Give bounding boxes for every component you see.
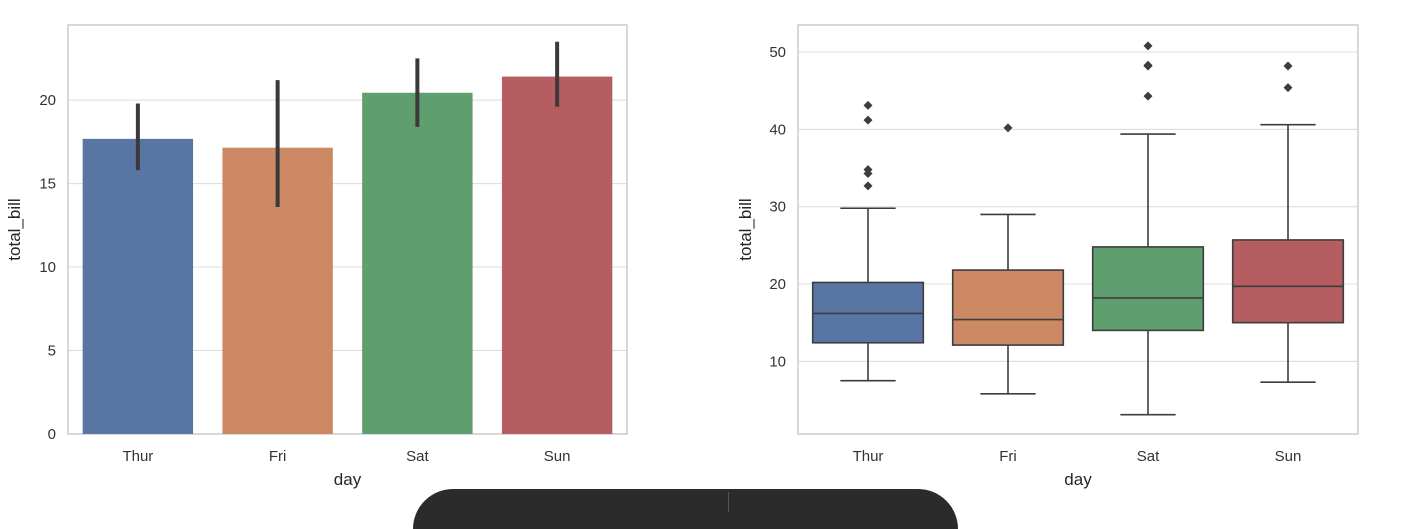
bar-chart: 0 5 10 15 20 Thur Fri Sat Sun day total_bill bbox=[5, 24, 628, 489]
x-axis-title: day bbox=[1064, 470, 1092, 489]
y-axis-title: total_bill bbox=[5, 198, 24, 260]
outlier-point bbox=[1283, 61, 1293, 71]
figure: 0 5 10 15 20 Thur Fri Sat Sun day total_bill 10 20 3… bbox=[5, 24, 1359, 489]
x-tick-label: Thur bbox=[122, 448, 153, 465]
y-tick-label: 20 bbox=[769, 276, 786, 293]
y-axis-title: total_bill bbox=[736, 198, 755, 260]
plot-area bbox=[798, 25, 1358, 434]
x-tick-label: Sat bbox=[1137, 448, 1160, 465]
outlier-point bbox=[863, 165, 873, 175]
outlier-point bbox=[863, 115, 873, 125]
y-tick-label: 15 bbox=[39, 176, 56, 193]
bar bbox=[82, 138, 194, 435]
x-axis-title: day bbox=[334, 470, 362, 489]
overlay-divider bbox=[728, 492, 729, 512]
outlier-point bbox=[863, 100, 873, 110]
y-tick-label: 10 bbox=[769, 353, 786, 370]
plot-frame bbox=[797, 24, 1359, 435]
y-tick-label: 10 bbox=[39, 259, 56, 276]
outlier-point bbox=[1143, 60, 1153, 70]
outlier-point bbox=[1003, 123, 1013, 133]
y-tick-label: 30 bbox=[769, 199, 786, 216]
box bbox=[951, 269, 1065, 346]
outlier-point bbox=[1143, 41, 1153, 51]
bottom-overlay-bar bbox=[413, 489, 958, 529]
bar bbox=[501, 76, 613, 435]
x-tick-label: Sun bbox=[544, 448, 571, 465]
box bbox=[1091, 246, 1205, 332]
box bbox=[1231, 239, 1345, 324]
box-chart: 10 20 30 40 50 Thur Fri Sat Sun day total_bill bbox=[736, 24, 1359, 489]
plot-frame bbox=[67, 24, 628, 435]
outlier-point bbox=[863, 181, 873, 191]
outlier-point bbox=[1143, 91, 1153, 101]
outlier-point bbox=[1283, 83, 1293, 93]
y-tick-label: 20 bbox=[39, 92, 56, 109]
y-tick-label: 5 bbox=[48, 343, 56, 360]
y-tick-label: 40 bbox=[769, 121, 786, 138]
x-tick-label: Thur bbox=[853, 448, 884, 465]
x-tick-label: Fri bbox=[999, 448, 1017, 465]
x-tick-label: Sun bbox=[1275, 448, 1302, 465]
x-tick-label: Sat bbox=[406, 448, 429, 465]
y-tick-label: 0 bbox=[48, 426, 56, 443]
x-tick-label: Fri bbox=[269, 448, 287, 465]
bar bbox=[362, 92, 473, 434]
y-tick-label: 50 bbox=[769, 44, 786, 61]
